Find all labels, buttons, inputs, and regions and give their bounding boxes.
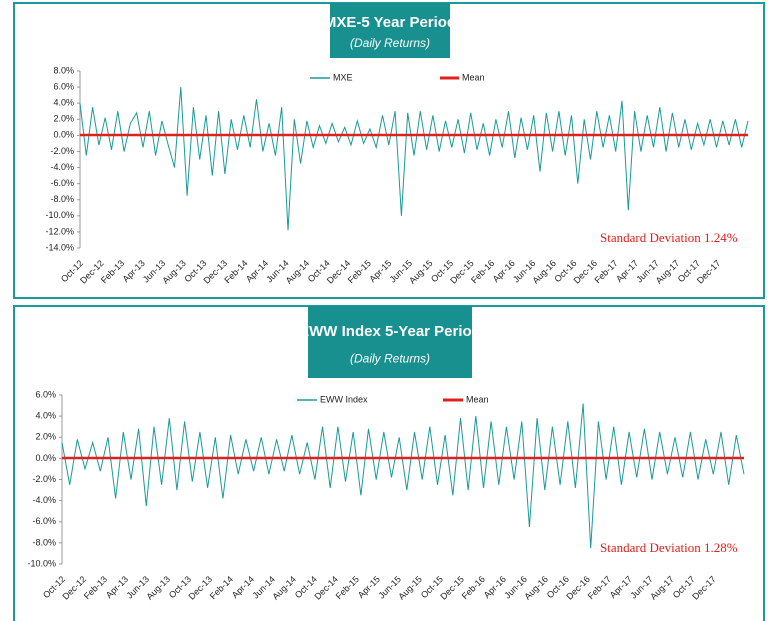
- x-tick-label: Feb-15: [346, 258, 373, 285]
- y-tick-label: -6.0%: [50, 178, 74, 188]
- x-tick-label: Aug-13: [144, 574, 172, 602]
- annotation: Standard Deviation 1.24%: [600, 230, 738, 245]
- annotation: Standard Deviation 1.28%: [600, 540, 738, 555]
- y-tick-label: 6.0%: [35, 389, 56, 399]
- x-tick-label: Aug-17: [648, 574, 676, 602]
- y-tick-label: 2.0%: [53, 114, 74, 124]
- chart-title: MXE-5 Year Period: [324, 14, 456, 31]
- y-tick-label: -14.0%: [45, 242, 74, 252]
- title-box: [330, 3, 450, 58]
- y-tick-label: 4.0%: [53, 98, 74, 108]
- y-tick-label: -4.0%: [50, 162, 74, 172]
- title-box: [308, 306, 472, 378]
- x-tick-label: Aug-14: [284, 258, 312, 286]
- y-tick-label: 2.0%: [35, 432, 56, 442]
- y-tick-label: -2.0%: [50, 146, 74, 156]
- x-tick-label: Feb-15: [334, 574, 361, 601]
- x-tick-label: Feb-17: [586, 574, 613, 601]
- y-tick-label: -12.0%: [45, 226, 74, 236]
- x-tick-label: Feb-14: [222, 258, 249, 285]
- y-tick-label: -2.0%: [32, 474, 56, 484]
- x-tick-label: Feb-17: [592, 258, 619, 285]
- y-tick-label: -10.0%: [45, 210, 74, 220]
- x-tick-label: Dec-17: [690, 574, 718, 602]
- legend-label: MXE: [333, 72, 353, 82]
- x-tick-label: Feb-16: [469, 258, 496, 285]
- y-tick-label: -8.0%: [32, 537, 56, 547]
- y-tick-label: -4.0%: [32, 495, 56, 505]
- legend-label: Mean: [466, 394, 489, 404]
- y-tick-label: 0.0%: [35, 453, 56, 463]
- x-tick-label: Aug-15: [407, 258, 435, 286]
- x-tick-label: Aug-13: [160, 258, 188, 286]
- y-tick-label: -10.0%: [27, 558, 56, 568]
- returns-line: [61, 403, 745, 549]
- x-tick-label: Feb-16: [460, 574, 487, 601]
- legend-label: EWW Index: [320, 394, 368, 404]
- chart-subtitle: (Daily Returns): [350, 351, 430, 365]
- returns-line: [79, 87, 749, 231]
- x-tick-label: Feb-13: [99, 258, 126, 285]
- y-tick-label: 6.0%: [53, 81, 74, 91]
- legend-label: Mean: [462, 72, 485, 82]
- y-tick-label: -6.0%: [32, 516, 56, 526]
- y-tick-label: 4.0%: [35, 411, 56, 421]
- y-tick-label: 0.0%: [53, 130, 74, 140]
- x-tick-label: Aug-15: [396, 574, 424, 602]
- x-tick-label: Dec-17: [695, 258, 723, 286]
- x-tick-label: Aug-16: [530, 258, 558, 286]
- y-tick-label: 8.0%: [53, 65, 74, 75]
- x-tick-label: Feb-14: [208, 574, 235, 601]
- x-tick-label: Aug-17: [654, 258, 682, 286]
- x-tick-label: Aug-14: [270, 574, 298, 602]
- x-tick-label: Feb-13: [82, 574, 109, 601]
- y-tick-label: -8.0%: [50, 194, 74, 204]
- chart-subtitle: (Daily Returns): [350, 36, 430, 50]
- x-tick-label: Aug-16: [522, 574, 550, 602]
- chart-title: EWW Index 5-Year Period: [299, 323, 481, 340]
